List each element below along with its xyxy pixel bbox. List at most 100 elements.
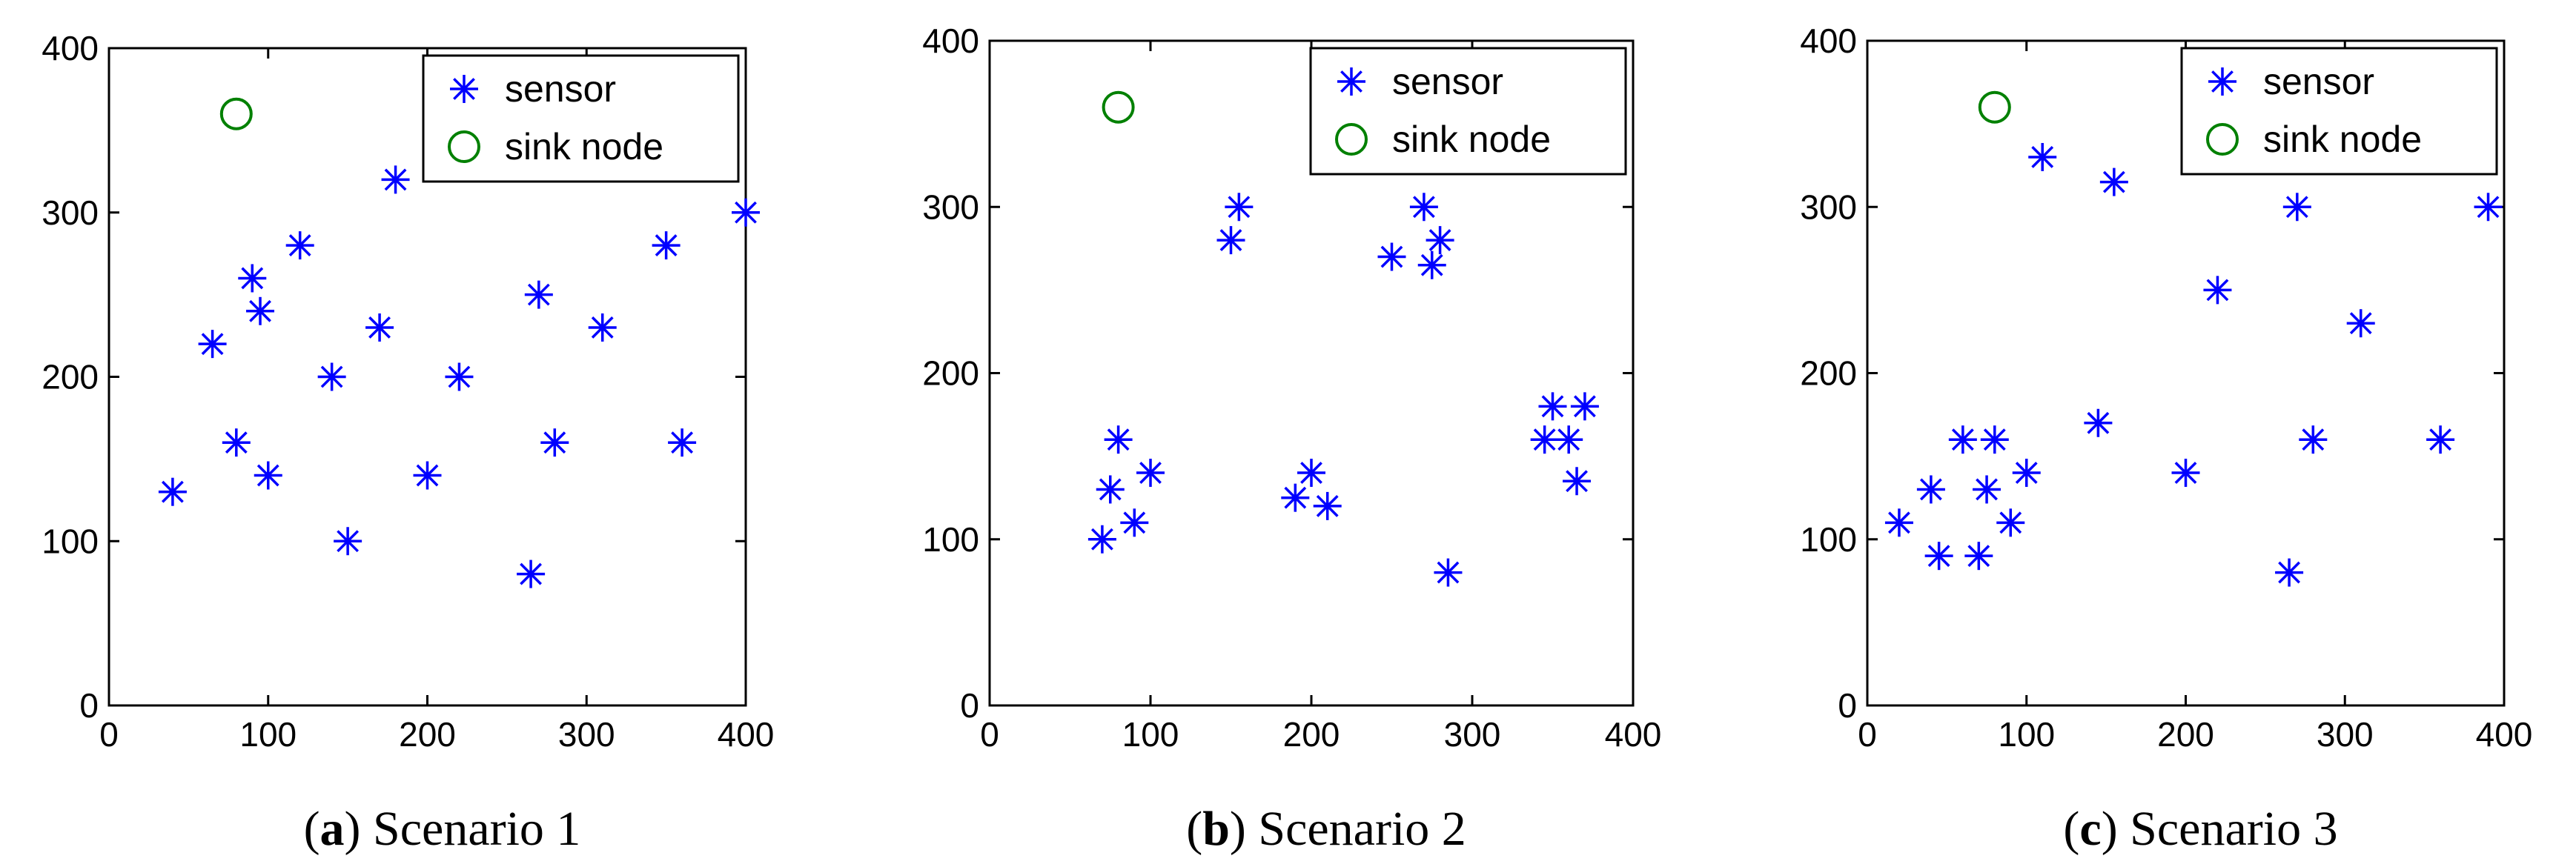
sensor-point	[1426, 226, 1454, 255]
x-tick-label: 300	[2317, 715, 2374, 754]
sensor-point	[1096, 475, 1125, 504]
legend-label: sink node	[505, 126, 663, 167]
legend: sensor sink node	[2180, 47, 2498, 176]
sensor-point	[334, 527, 362, 556]
sensor-point	[1104, 425, 1133, 454]
y-tick-label: 100	[42, 522, 99, 560]
sensor-point	[1570, 392, 1599, 421]
sensor-point	[198, 330, 227, 359]
sensor-point	[1563, 467, 1592, 496]
sensor-point	[381, 165, 410, 194]
x-tick-label: 0	[1858, 715, 1877, 754]
legend-marker-sensor	[450, 75, 478, 103]
x-tick-label: 100	[1122, 715, 1179, 754]
sensor-point	[2282, 193, 2311, 222]
sensor-point	[1916, 475, 1945, 504]
chart-panel-3: 0 100 200 300 400 0 100 200 300 400 sensor sink nod…	[1800, 21, 2532, 856]
legend-marker-sink-node	[2206, 123, 2239, 156]
sensor-point	[158, 477, 187, 506]
sensor-point	[1409, 193, 1438, 222]
x-tick-label: 0	[99, 715, 119, 754]
legend-box	[2180, 47, 2498, 176]
sensor-point	[524, 280, 553, 309]
sink-node-point	[219, 97, 253, 130]
sensor-point	[238, 264, 267, 293]
chart-panel-1: 0 100 200 300 400 0 100 200 300 400 sensor sink nod…	[42, 29, 774, 856]
legend-label: sensor	[1392, 61, 1503, 102]
y-tick-label: 100	[1800, 520, 1857, 559]
sink-node-point	[1102, 90, 1135, 124]
y-tick-label: 400	[42, 29, 99, 67]
sensor-point	[2028, 142, 2057, 171]
sensor-point	[1948, 425, 1977, 454]
y-tick-label: 0	[79, 686, 99, 725]
sensor-point	[2099, 167, 2128, 196]
sensor-point	[1297, 459, 1325, 488]
x-tick-label: 200	[1283, 715, 1340, 754]
sensor-point	[1087, 525, 1116, 554]
sensor-point	[2012, 459, 2041, 488]
sensor-point	[652, 231, 681, 260]
legend-label: sink node	[1392, 119, 1551, 160]
sensor-point	[1136, 459, 1165, 488]
sensor-point	[540, 428, 569, 457]
series-sink-node	[1102, 90, 1135, 124]
legend-marker-sink-node	[1335, 123, 1368, 156]
legend-label: sensor	[2263, 61, 2374, 102]
x-tick-label: 200	[2157, 715, 2214, 754]
panel-caption: (c) Scenario 3	[2063, 802, 2337, 856]
panel-caption: (a) Scenario 1	[304, 802, 581, 856]
sensor-point	[1980, 425, 2009, 454]
y-tick-label: 400	[922, 21, 979, 60]
sensor-point	[254, 461, 282, 490]
legend-box	[422, 54, 740, 183]
sensor-point	[517, 559, 546, 588]
sensor-point	[2299, 425, 2328, 454]
legend: sensor sink node	[1309, 47, 1627, 176]
sensor-point	[1554, 425, 1583, 454]
legend-label: sink node	[2263, 119, 2422, 160]
sensor-point	[1996, 508, 2025, 537]
x-tick-label: 400	[2476, 715, 2533, 754]
legend-marker-sensor	[1337, 67, 1365, 96]
series-sink-node	[1978, 90, 2011, 124]
y-tick-label: 300	[42, 193, 99, 232]
x-tick-label: 100	[239, 715, 297, 754]
sensor-point	[445, 362, 474, 391]
sensor-point	[2474, 193, 2503, 222]
legend-label: sensor	[505, 68, 616, 110]
sensor-point	[246, 296, 275, 325]
x-tick-label: 100	[1998, 715, 2055, 754]
sensor-point	[2275, 558, 2304, 587]
sensor-point	[1964, 542, 1993, 571]
sink-node-point	[1978, 90, 2011, 124]
sensor-point	[1313, 491, 1342, 520]
sensor-point	[317, 362, 346, 391]
sensor-point	[222, 428, 251, 457]
sensor-point	[2346, 309, 2375, 338]
sensor-point	[413, 461, 442, 490]
legend-box	[1309, 47, 1627, 176]
sensor-point	[2203, 276, 2232, 305]
series-sensor	[158, 165, 760, 588]
sensor-point	[1434, 558, 1463, 587]
sensor-point	[1973, 475, 2001, 504]
chart-panel-2: 0 100 200 300 400 0 100 200 300 400 sensor sink nod…	[922, 21, 1661, 856]
y-tick-label: 0	[1838, 686, 1857, 725]
y-tick-label: 300	[1800, 187, 1857, 226]
x-tick-label: 0	[980, 715, 999, 754]
sensor-point	[1281, 483, 1310, 512]
sensor-point	[1120, 508, 1149, 537]
sensor-point	[1924, 542, 1953, 571]
sensor-point	[2426, 425, 2455, 454]
y-tick-label: 300	[922, 187, 979, 226]
series-sink-node	[219, 97, 253, 130]
series-sensor	[1884, 142, 2503, 587]
y-tick-label: 200	[42, 358, 99, 396]
legend-marker-sensor	[2208, 67, 2236, 96]
sensor-point	[1225, 193, 1254, 222]
y-tick-label: 100	[922, 520, 979, 559]
sensor-point	[1884, 508, 1913, 537]
panel-caption: (b) Scenario 2	[1186, 802, 1466, 856]
